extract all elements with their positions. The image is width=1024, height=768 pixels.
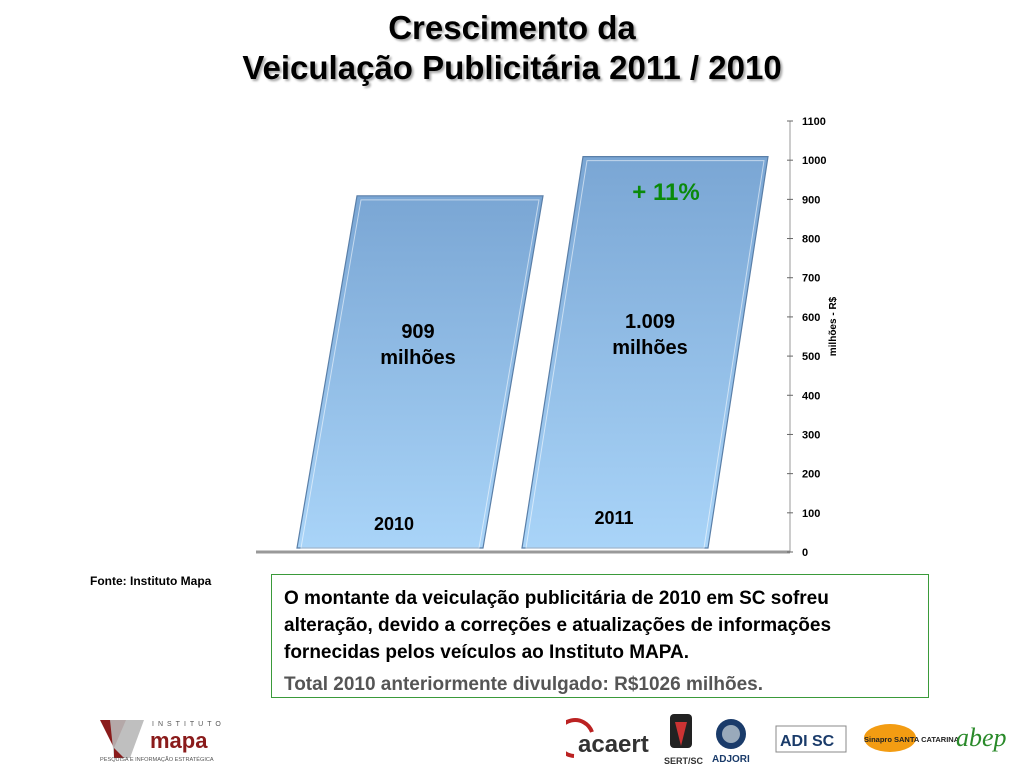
y-tick-label: 0 [802,547,808,559]
y-tick-label: 500 [802,351,820,363]
y-tick-label: 600 [802,312,820,324]
mapa-logo-tagline: PESQUISA E INFORMAÇÃO ESTRATÉGICA [100,756,214,763]
y-tick-label: 200 [802,469,820,481]
sertsc-logo-text: SERT/SC [664,756,704,766]
bar-category-label: 2010 [374,514,414,534]
bar-highlight-2010 [300,199,540,549]
y-tick-label: 700 [802,273,820,285]
page-title: Crescimento da Veiculação Publicitária 2… [0,8,1024,88]
y-tick-label: 400 [802,390,820,402]
growth-annotation: + 11% [632,179,699,206]
source-note: Fonte: Instituto Mapa [90,574,212,588]
bar-value-label: 1.009 milhões [612,311,688,359]
y-tick-label: 800 [802,234,820,246]
y-tick-label: 300 [802,429,820,441]
y-tick-label: 100 [802,508,820,520]
info-box: O montante da veiculação publicitária de… [271,574,929,698]
sinapro-logo: Sinapro SANTA CATARINA [864,724,960,752]
y-tick-label: 900 [802,194,820,206]
adjori-logo-text: ADJORI [712,754,750,765]
info-box-main-text: O montante da veiculação publicitária de… [284,588,832,663]
sertsc-logo: SERT/SC [664,714,704,766]
acaert-logo: acaert [566,718,649,758]
y-tick-label: 1100 [802,116,826,128]
acaert-logo-text: acaert [578,731,649,758]
y-tick-label: 1000 [802,155,826,167]
adi-logo: ADI SC [775,725,847,753]
instituto-mapa-logo: INSTITUTO mapa PESQUISA E INFORMAÇÃO EST… [100,720,225,763]
bar-category-label: 2011 [594,508,633,528]
sinapro-logo-text: Sinapro SANTA CATARINA [864,735,960,744]
abep-logo: abep [956,723,1006,752]
title-line-1: Crescimento da [388,9,636,46]
adi-logo-text: ADI SC [780,733,835,750]
mapa-logo-top: INSTITUTO [152,721,225,728]
info-box-sub-text: Total 2010 anteriormente divulgado: R$10… [284,674,764,695]
bar-highlight-2011 [525,160,765,549]
y-axis-label: milhões - R$ [828,296,839,356]
abep-logo-text: abep [956,723,1006,752]
bar-2010 [296,195,544,549]
partner-logos: acaert SERT/SC ADJORI ADI SC Sinapro SAN… [566,714,1006,766]
bar-chart: 0 100 200 300 400 500 600 700 800 900 1000 1100 milh… [256,116,839,559]
title-line-2: Veiculação Publicitária 2011 / 2010 [242,49,782,86]
adjori-logo: ADJORI [712,719,750,765]
bar-value-label: 909 milhões [380,321,456,369]
mapa-logo-name: mapa [150,728,208,753]
